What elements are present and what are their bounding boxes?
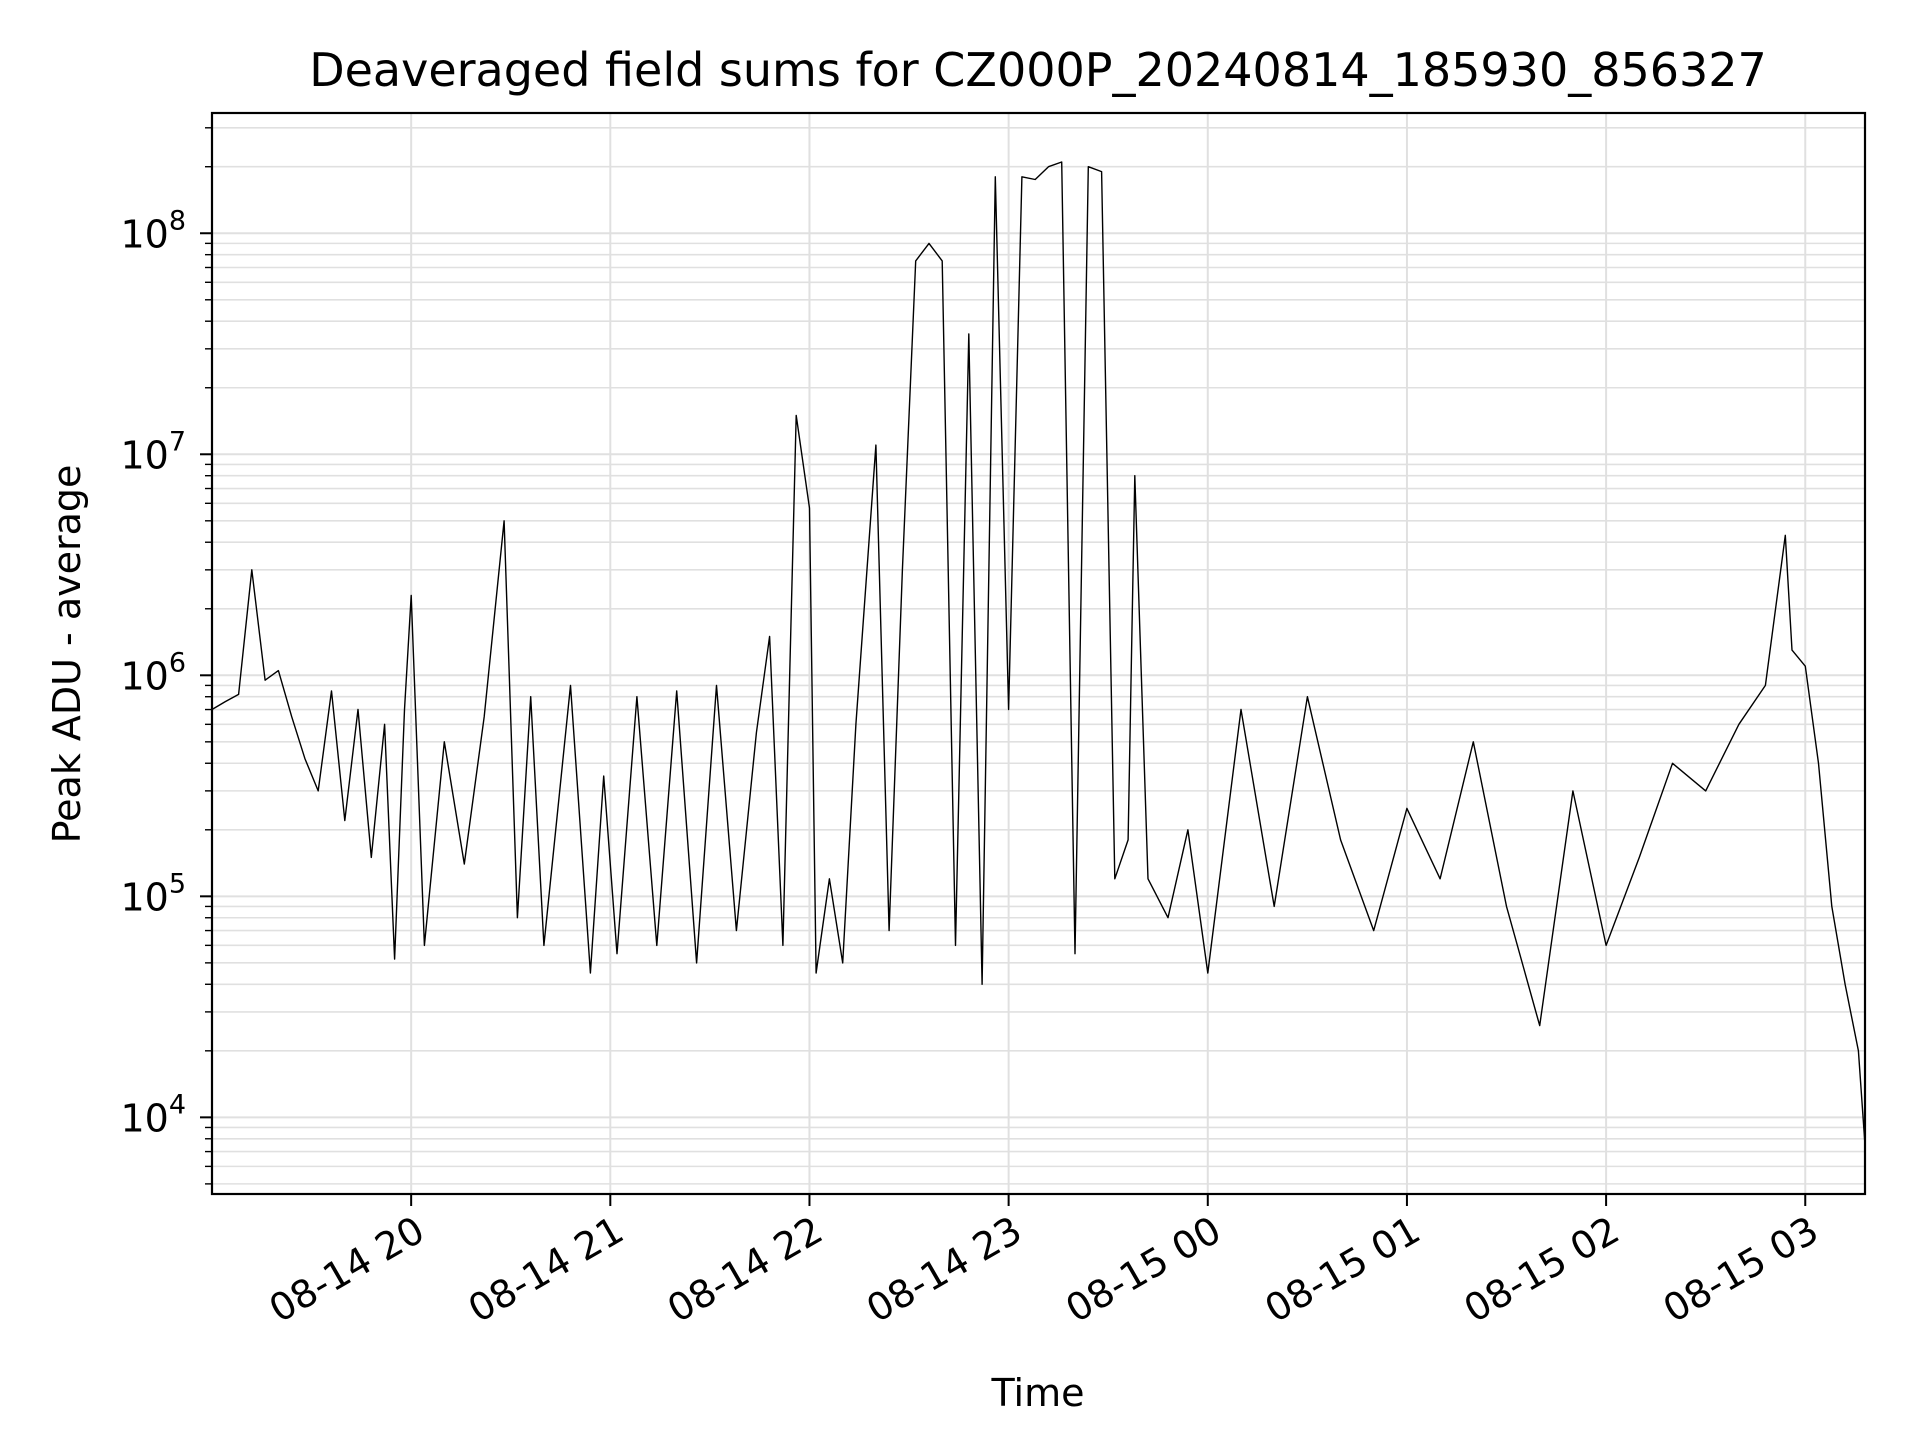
y-tick-label-base: 10 (120, 212, 168, 256)
y-axis-label: Peak ADU - average (45, 465, 89, 844)
plot-frame (210, 111, 1867, 1196)
y-tick-label-base: 10 (120, 875, 168, 919)
y-tick-label-base: 10 (120, 433, 168, 477)
y-tick-label-exponent: 7 (169, 426, 186, 457)
y-tick-label-exponent: 4 (169, 1089, 186, 1120)
y-tick-label-base: 10 (120, 654, 168, 698)
chart-title: Deaveraged field sums for CZ000P_2024081… (309, 43, 1767, 97)
y-tick-label-exponent: 5 (169, 868, 186, 899)
y-tick-label-exponent: 6 (169, 647, 186, 678)
y-tick-label: 107 (120, 426, 186, 477)
y-tick-label: 104 (120, 1089, 186, 1140)
y-tick-label: 108 (120, 205, 186, 256)
grid (212, 113, 1865, 1194)
series-layer (211, 161, 1866, 1146)
y-tick-label: 106 (120, 647, 186, 698)
series-line (211, 161, 1866, 1146)
y-tick-label-exponent: 8 (169, 205, 186, 236)
y-tick-label: 105 (120, 868, 186, 919)
y-tick-label-base: 10 (120, 1096, 168, 1140)
x-axis-label: Time (991, 1371, 1085, 1415)
